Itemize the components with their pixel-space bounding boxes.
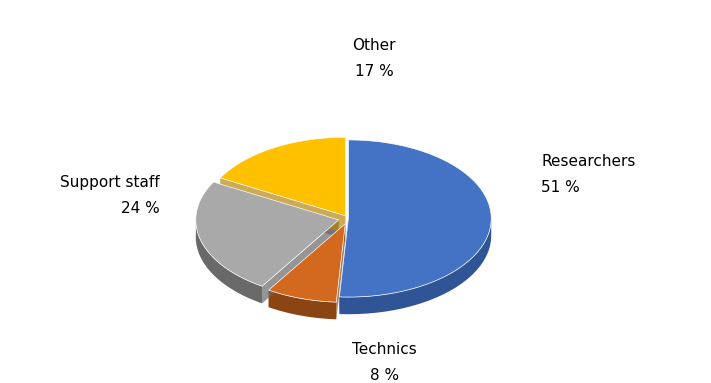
Polygon shape bbox=[269, 224, 346, 307]
Text: Other: Other bbox=[353, 38, 396, 53]
Polygon shape bbox=[262, 220, 338, 303]
Polygon shape bbox=[220, 137, 346, 216]
Text: Researchers: Researchers bbox=[541, 154, 636, 169]
Polygon shape bbox=[213, 182, 338, 237]
Polygon shape bbox=[220, 178, 346, 233]
Text: 17 %: 17 % bbox=[355, 64, 393, 79]
Polygon shape bbox=[196, 182, 338, 286]
Polygon shape bbox=[336, 224, 346, 319]
Polygon shape bbox=[269, 290, 336, 319]
Polygon shape bbox=[339, 218, 491, 314]
Text: 8 %: 8 % bbox=[370, 368, 399, 383]
Text: Support staff: Support staff bbox=[60, 175, 160, 190]
Polygon shape bbox=[196, 217, 262, 303]
Text: 51 %: 51 % bbox=[541, 180, 580, 195]
Polygon shape bbox=[339, 140, 491, 297]
Text: Technics: Technics bbox=[352, 342, 417, 357]
Text: 24 %: 24 % bbox=[121, 201, 160, 216]
Polygon shape bbox=[339, 219, 348, 314]
Polygon shape bbox=[269, 224, 346, 302]
